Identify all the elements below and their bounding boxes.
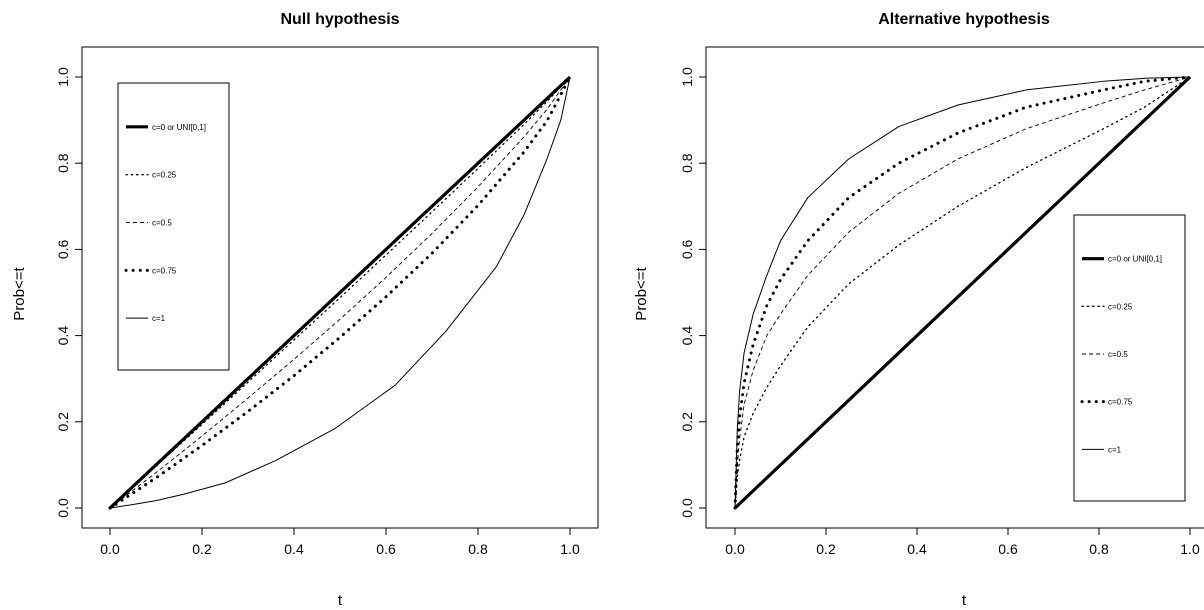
legend-label: c=0.25 bbox=[1108, 302, 1133, 311]
y-tick-label: 0.0 bbox=[679, 498, 695, 518]
legend: c=0 or UNI[0,1] c=0.25 c=0.5 c=0.75 c=1 bbox=[117, 82, 230, 371]
x-tick-label: 0.2 bbox=[192, 541, 212, 557]
legend-label: c=0 or UNI[0,1] bbox=[1108, 255, 1162, 264]
x-tick-label: 0.2 bbox=[816, 541, 836, 557]
series-line-c-1 bbox=[734, 76, 1191, 509]
series-line-c-0-75 bbox=[733, 75, 1192, 510]
y-tick-label: 0.4 bbox=[55, 326, 71, 346]
y-tick-label: 1.0 bbox=[55, 67, 71, 87]
x-tick-label: 0.6 bbox=[376, 541, 396, 557]
x-tick-label: 0.4 bbox=[907, 541, 927, 557]
legend-label: c=0.5 bbox=[1108, 350, 1128, 359]
series-line-c-0-or-uni-0-1- bbox=[733, 75, 1192, 510]
x-tick-label: 1.0 bbox=[1180, 541, 1200, 557]
x-tick-label: 0.8 bbox=[468, 541, 488, 557]
legend-label: c=1 bbox=[152, 314, 166, 323]
x-tick-label: 0.4 bbox=[284, 541, 304, 557]
legend-box bbox=[117, 82, 230, 371]
legend-label: c=0.25 bbox=[152, 171, 177, 180]
legend: c=0 or UNI[0,1] c=0.25 c=0.5 c=0.75 c=1 bbox=[1073, 214, 1186, 502]
legend-label: c=0.5 bbox=[152, 219, 172, 228]
null-hypothesis-panel: Null hypothesis t Prob<=t 0.0 0.2 0.4 0.6 0.… bbox=[11, 11, 599, 609]
legend-label: c=0 or UNI[0,1] bbox=[152, 123, 206, 132]
chart-title: Null hypothesis bbox=[280, 11, 399, 28]
alternative-hypothesis-panel: Alternative hypothesis t Prob<=t 0.0 0.2 0… bbox=[633, 11, 1204, 609]
series-line-c-0-5 bbox=[734, 76, 1191, 509]
y-tick-label: 0.6 bbox=[679, 239, 695, 259]
legend-box bbox=[1073, 214, 1186, 502]
y-tick-label: 0.4 bbox=[679, 326, 695, 346]
legend-label: c=1 bbox=[1108, 445, 1122, 454]
y-tick-label: 0.2 bbox=[55, 412, 71, 432]
y-tick-label: 0.8 bbox=[679, 153, 695, 173]
y-tick-label: 0.8 bbox=[55, 153, 71, 173]
y-tick-label: 0.2 bbox=[679, 412, 695, 432]
series-line-c-0-or-uni-0-1- bbox=[108, 75, 572, 510]
x-tick-label: 1.0 bbox=[560, 541, 580, 557]
y-tick-label: 0.0 bbox=[55, 498, 71, 518]
x-tick-label: 0.8 bbox=[1089, 541, 1109, 557]
y-axis-label: Prob<=t bbox=[633, 266, 650, 320]
x-axis-label: t bbox=[338, 592, 343, 609]
y-tick-label: 1.0 bbox=[679, 67, 695, 87]
y-tick-label: 0.6 bbox=[55, 239, 71, 259]
series-line-c-1 bbox=[109, 76, 571, 509]
x-tick-label: 0.0 bbox=[725, 541, 745, 557]
legend-label: c=0.75 bbox=[1108, 398, 1133, 407]
legend-label: c=0.75 bbox=[152, 266, 177, 275]
series-line-c-0-5 bbox=[109, 76, 571, 509]
y-axis-label: Prob<=t bbox=[11, 266, 28, 320]
x-tick-label: 0.0 bbox=[100, 541, 120, 557]
x-axis-label: t bbox=[962, 592, 967, 609]
x-tick-label: 0.6 bbox=[998, 541, 1018, 557]
series-line-c-0-75 bbox=[108, 75, 572, 510]
chart-title: Alternative hypothesis bbox=[878, 11, 1050, 28]
